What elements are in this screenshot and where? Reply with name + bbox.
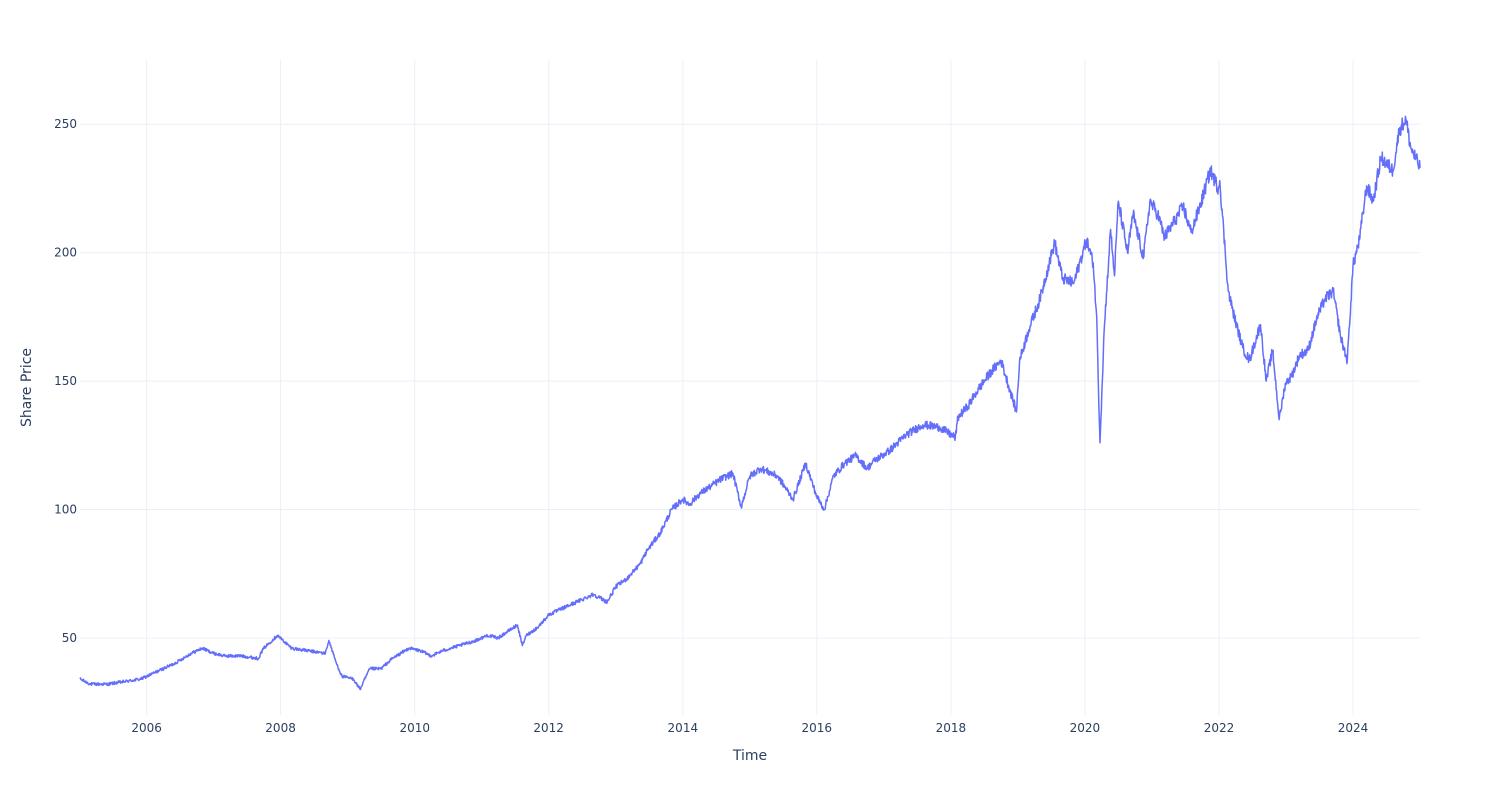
x-tick-label: 2008 — [265, 721, 296, 735]
x-tick-label: 2022 — [1204, 721, 1235, 735]
x-tick-label: 2024 — [1338, 721, 1369, 735]
x-tick-label: 2006 — [131, 721, 162, 735]
x-axis-ticks: 2006 2008 2010 2012 2014 2016 2018 2020 2022 2024 — [131, 721, 1368, 735]
y-tick-label: 200 — [54, 246, 77, 260]
x-gridlines — [146, 60, 1354, 715]
y-axis-title: Share Price — [19, 348, 35, 427]
x-tick-label: 2014 — [668, 721, 699, 735]
x-tick-label: 2010 — [399, 721, 430, 735]
y-gridlines — [80, 123, 1420, 639]
x-tick-label: 2020 — [1070, 721, 1101, 735]
series-line — [79, 115, 1421, 691]
x-tick-label: 2018 — [936, 721, 967, 735]
x-tick-label: 2016 — [802, 721, 833, 735]
y-tick-label: 150 — [54, 374, 77, 388]
series-layer — [79, 115, 1421, 691]
y-tick-label: 100 — [54, 503, 77, 517]
x-axis-title: Time — [732, 748, 767, 764]
y-axis-ticks: 50 100 150 200 250 — [54, 117, 77, 645]
x-tick-label: 2012 — [533, 721, 564, 735]
y-tick-label: 250 — [54, 117, 77, 131]
y-tick-label: 50 — [62, 631, 77, 645]
